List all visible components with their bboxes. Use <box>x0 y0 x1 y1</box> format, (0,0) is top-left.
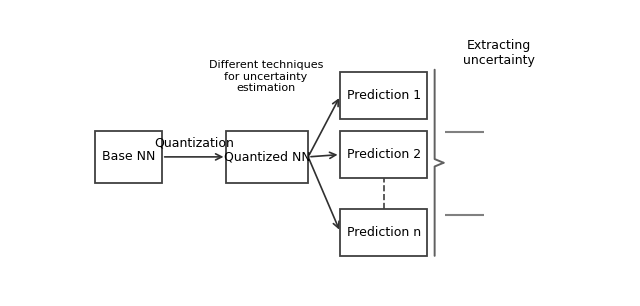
FancyBboxPatch shape <box>95 131 162 183</box>
FancyBboxPatch shape <box>227 131 308 183</box>
FancyBboxPatch shape <box>340 131 428 178</box>
Text: Prediction n: Prediction n <box>347 226 421 239</box>
Text: Quantization: Quantization <box>154 137 234 150</box>
Text: Extracting
uncertainty: Extracting uncertainty <box>463 39 535 67</box>
FancyBboxPatch shape <box>340 72 428 119</box>
Text: Different techniques
for uncertainty
estimation: Different techniques for uncertainty est… <box>209 60 323 93</box>
Text: Base NN: Base NN <box>102 150 155 163</box>
Text: Quantized NN: Quantized NN <box>224 150 310 163</box>
FancyBboxPatch shape <box>340 209 428 256</box>
Text: Prediction 1: Prediction 1 <box>347 89 421 102</box>
Text: Prediction 2: Prediction 2 <box>347 148 421 161</box>
